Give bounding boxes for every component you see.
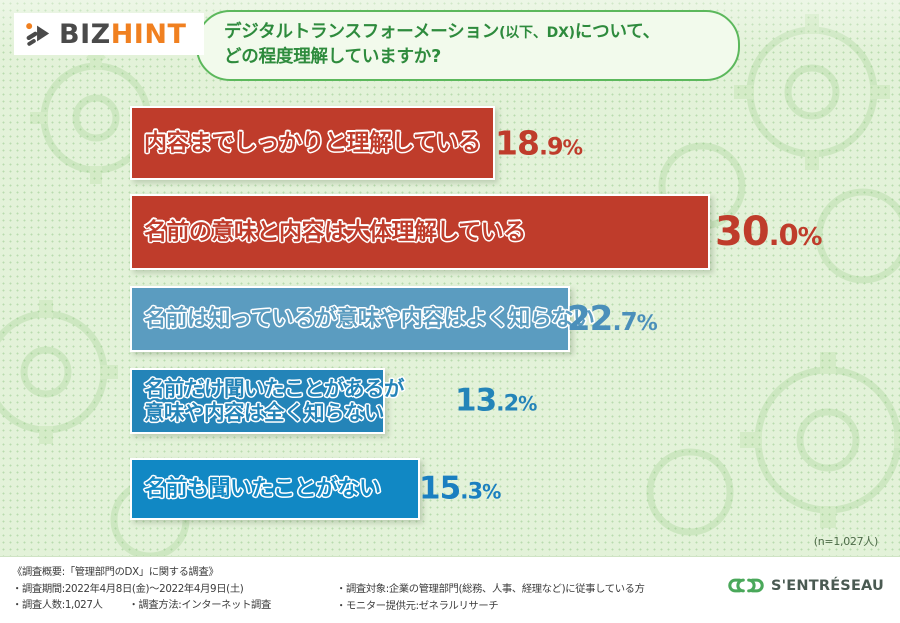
question-title-paren: (以下、DX)	[499, 25, 575, 41]
bar-row: 内容までしっかりと理解している 18.9%	[130, 106, 583, 180]
question-title-main: デジタルトランスフォーメーション	[224, 22, 500, 42]
bar-category-label: 内容までしっかりと理解している	[144, 130, 481, 156]
bar-category-label-line: 意味や内容は全く知らない	[144, 400, 385, 424]
survey-overview-column: 《調査概要:「管理部門のDX」に関する調査》 ・調査期間:2022年4月8日(金…	[12, 564, 342, 614]
chain-link-icon	[728, 578, 764, 593]
survey-count: ・調査人数:1,027人	[12, 599, 103, 612]
bizhint-logo[interactable]: BIZHINT	[14, 13, 204, 55]
header: デジタルトランスフォーメーション(以下、DX)について、 どの程度理解しています…	[0, 0, 900, 92]
bar-row: 名前の意味と内容は大体理解している 30.0%	[130, 194, 823, 270]
bar-value-decimal: .7	[612, 307, 637, 336]
bar-value-integer: 15	[419, 470, 461, 507]
bar-value-percent-sign: %	[636, 310, 658, 335]
bar-category-label-line: 名前も聞いたことがない	[144, 476, 381, 502]
play-chevron-icon	[26, 23, 50, 46]
survey-target-column: ・調査対象:企業の管理部門(総務、人事、経理など)に従事している方 ・モニター提…	[336, 581, 736, 614]
bar-value-decimal: .3	[460, 478, 483, 505]
bar-value-integer: 13	[455, 382, 497, 419]
footer: 《調査概要:「管理部門のDX」に関する調査》 ・調査期間:2022年4月8日(金…	[0, 556, 900, 623]
bar-row: 名前は知っているが意味や内容はよく知らない 22.7%	[130, 286, 658, 352]
survey-target: ・調査対象:企業の管理部門(総務、人事、経理など)に従事している方	[336, 583, 645, 595]
bizhint-logo-text: BIZHINT	[59, 21, 186, 48]
bar-chart: 内容までしっかりと理解している 18.9% 名前の意味と内容は大体理解している 30.…	[0, 96, 900, 536]
bar-value-label: 15.3%	[419, 470, 501, 507]
survey-method: ・調査方法:インターネット調査	[128, 599, 272, 612]
survey-monitor-source: ・モニター提供元:ゼネラルリサーチ	[336, 599, 499, 612]
logo-text-hint: HINT	[110, 18, 187, 50]
bar-value-integer: 18	[495, 123, 540, 163]
survey-count-method-row: ・調査人数:1,027人 ・調査方法:インターネット調査	[12, 597, 342, 614]
bar-row: 名前も聞いたことがない 15.3%	[130, 458, 501, 520]
bar-value-percent-sign: %	[482, 480, 501, 504]
bar-value-integer: 30	[715, 209, 770, 255]
bar-value-label: 30.0%	[715, 209, 823, 255]
bar-value-percent-sign: %	[797, 222, 823, 251]
bar-fill	[130, 194, 710, 270]
bar-value-label: 22.7%	[567, 299, 658, 339]
survey-period: ・調査期間:2022年4月8日(金)〜2022年4月9日(土)	[12, 582, 244, 595]
question-title-line-2: どの程度理解していますか?	[224, 47, 442, 68]
logo-text-biz: BIZ	[59, 18, 111, 50]
sentreseau-logo-text: S'ENTRÉSEAU	[771, 577, 884, 594]
bar-value-percent-sign: %	[518, 392, 537, 416]
sentreseau-logo[interactable]: S'ENTRÉSEAU	[728, 577, 884, 594]
question-title-line-1: デジタルトランスフォーメーション(以下、DX)について、	[224, 20, 716, 45]
bar-category-label-line: 内容までしっかりと理解している	[144, 129, 481, 156]
question-title-bubble: デジタルトランスフォーメーション(以下、DX)について、 どの程度理解しています…	[196, 10, 740, 81]
survey-overview-heading: 《調査概要:「管理部門のDX」に関する調査》	[12, 566, 219, 578]
question-title-tail: について、	[574, 22, 660, 42]
bar-row: 名前だけ聞いたことがあるが 意味や内容は全く知らない 13.2%	[130, 368, 537, 434]
bar-category-label-line: 名前は知っているが意味や内容はよく知らない	[144, 306, 595, 332]
bar-value-decimal: .0	[768, 218, 799, 252]
bar-value-integer: 22	[567, 299, 613, 339]
bar-fill	[130, 458, 420, 520]
bar-value-label: 13.2%	[455, 382, 537, 419]
bar-category-label: 名前も聞いたことがない	[144, 476, 381, 501]
bar-category-label: 名前の意味と内容は大体理解している	[144, 219, 526, 245]
bar-category-label-line: 名前だけ聞いたことがあるが	[144, 376, 405, 401]
bar-category-label: 名前は知っているが意味や内容はよく知らない	[144, 306, 595, 332]
bar-value-percent-sign: %	[562, 135, 584, 160]
sample-size-note: (n=1,027人)	[813, 535, 879, 548]
bar-fill	[130, 286, 570, 352]
bar-category-label: 名前だけ聞いたことがあるが 意味や内容は全く知らない	[144, 376, 405, 424]
bar-value-label: 18.9%	[495, 123, 584, 163]
bar-fill	[130, 368, 385, 434]
bar-fill	[130, 106, 495, 180]
bar-category-label-line: 名前の意味と内容は大体理解している	[144, 218, 526, 245]
bar-value-decimal: .2	[496, 390, 519, 417]
bar-value-decimal: .9	[538, 132, 564, 161]
